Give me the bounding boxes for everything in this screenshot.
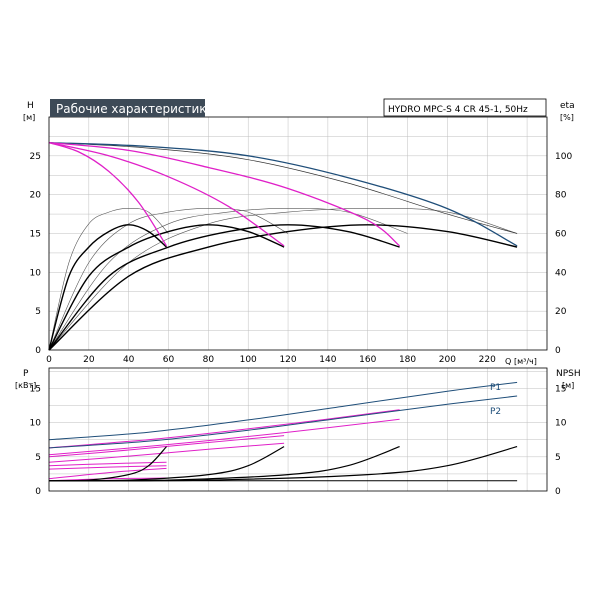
right-axis-label-npsh: NPSH xyxy=(556,369,581,379)
x-axis-unit-q: [м³/ч] xyxy=(514,357,537,366)
tick-label-h: 15 xyxy=(30,230,41,240)
partial-power-curve-5 xyxy=(48,465,167,470)
thin-efficiency-curve-2 xyxy=(48,207,408,351)
tick-label-h: 20 xyxy=(30,191,42,201)
tick-label-npsh: 0 xyxy=(555,487,561,497)
tick-label-eta: 100 xyxy=(555,152,572,162)
left-axis-unit-p: [кВт] xyxy=(15,381,36,390)
right-axis-label-eta: eta xyxy=(560,101,575,111)
tick-label-h: 25 xyxy=(30,152,41,162)
partial-power-curve-4 xyxy=(48,461,167,467)
tick-label-eta: 40 xyxy=(555,268,567,278)
thin-efficiency-curve-1 xyxy=(48,207,289,351)
power-curve-p1 xyxy=(48,381,518,441)
series-label-p2: P2 xyxy=(490,407,501,417)
tick-label-npsh: 5 xyxy=(555,453,561,463)
top-grid xyxy=(48,117,547,350)
tick-label-h: 10 xyxy=(30,268,42,278)
x-axis-label-q: Q xyxy=(505,357,511,366)
tick-label-q: 160 xyxy=(359,355,376,365)
tick-label-eta: 60 xyxy=(555,230,567,240)
tick-label-q: 20 xyxy=(83,355,95,365)
thin-efficiency-curve-3 xyxy=(48,207,518,351)
efficiency-curve-4-pumps xyxy=(48,224,518,351)
tick-label-q: 60 xyxy=(163,355,175,365)
tick-label-p: 5 xyxy=(35,453,41,463)
left-axis-label-h: H xyxy=(27,101,34,111)
partial-power-curve-6 xyxy=(48,467,167,480)
tick-label-q: 0 xyxy=(46,355,52,365)
head-curve-1-pumps xyxy=(48,141,168,247)
chart-title: Рабочие характеристики xyxy=(56,102,214,116)
left-axis-unit-h: [м] xyxy=(23,113,35,122)
title-box xyxy=(50,99,205,117)
bottom-plot-frame xyxy=(48,367,548,492)
tick-label-q: 120 xyxy=(279,355,296,365)
tick-label-p: 0 xyxy=(35,487,41,497)
model-label: HYDRO MPC-S 4 CR 45-1, 50Hz xyxy=(388,105,528,115)
head-curve-reference xyxy=(48,142,518,234)
tick-label-npsh: 15 xyxy=(555,385,566,395)
thin-efficiency-curve-0 xyxy=(48,207,169,351)
tick-label-q: 80 xyxy=(203,355,215,365)
right-axis-unit-eta: [%] xyxy=(560,113,574,122)
tick-label-q: 220 xyxy=(479,355,496,365)
tick-label-eta: 20 xyxy=(555,307,567,317)
efficiency-curve-2-pumps xyxy=(48,224,285,351)
right-axis-unit-npsh: [м] xyxy=(562,381,574,390)
tick-label-eta: 80 xyxy=(555,191,567,201)
efficiency-curve-1-pumps xyxy=(48,224,167,351)
efficiency-curve-3-pumps xyxy=(48,224,400,351)
top-plot-frame xyxy=(48,116,548,351)
tick-label-q: 40 xyxy=(123,355,135,365)
series-label-p1: P1 xyxy=(490,383,501,393)
bottom-curves xyxy=(48,381,518,482)
tick-label-eta: 0 xyxy=(555,346,561,356)
head-curve-2-pumps xyxy=(48,141,285,247)
partial-power-curve-1 xyxy=(48,418,400,456)
tick-label-q: 140 xyxy=(319,355,336,365)
model-label-box xyxy=(383,98,547,117)
tick-label-p: 10 xyxy=(30,419,42,429)
tick-label-q: 200 xyxy=(439,355,456,365)
head-curve-3-pumps xyxy=(48,141,401,247)
bottom-grid xyxy=(48,368,547,491)
partial-power-curve-3 xyxy=(48,442,285,463)
tick-label-p: 15 xyxy=(30,385,41,395)
tick-label-h: 5 xyxy=(35,307,41,317)
partial-power-curve-2 xyxy=(48,435,285,458)
power-curve-p2 xyxy=(48,395,518,449)
tick-label-q: 180 xyxy=(399,355,416,365)
head-curve-4-pumps xyxy=(48,141,518,247)
top-curves xyxy=(48,141,518,351)
tick-label-q: 100 xyxy=(240,355,257,365)
tick-label-h: 0 xyxy=(35,346,41,356)
partial-power-curve-0 xyxy=(48,409,400,449)
tick-label-npsh: 10 xyxy=(555,419,567,429)
left-axis-label-p: P xyxy=(23,369,29,379)
